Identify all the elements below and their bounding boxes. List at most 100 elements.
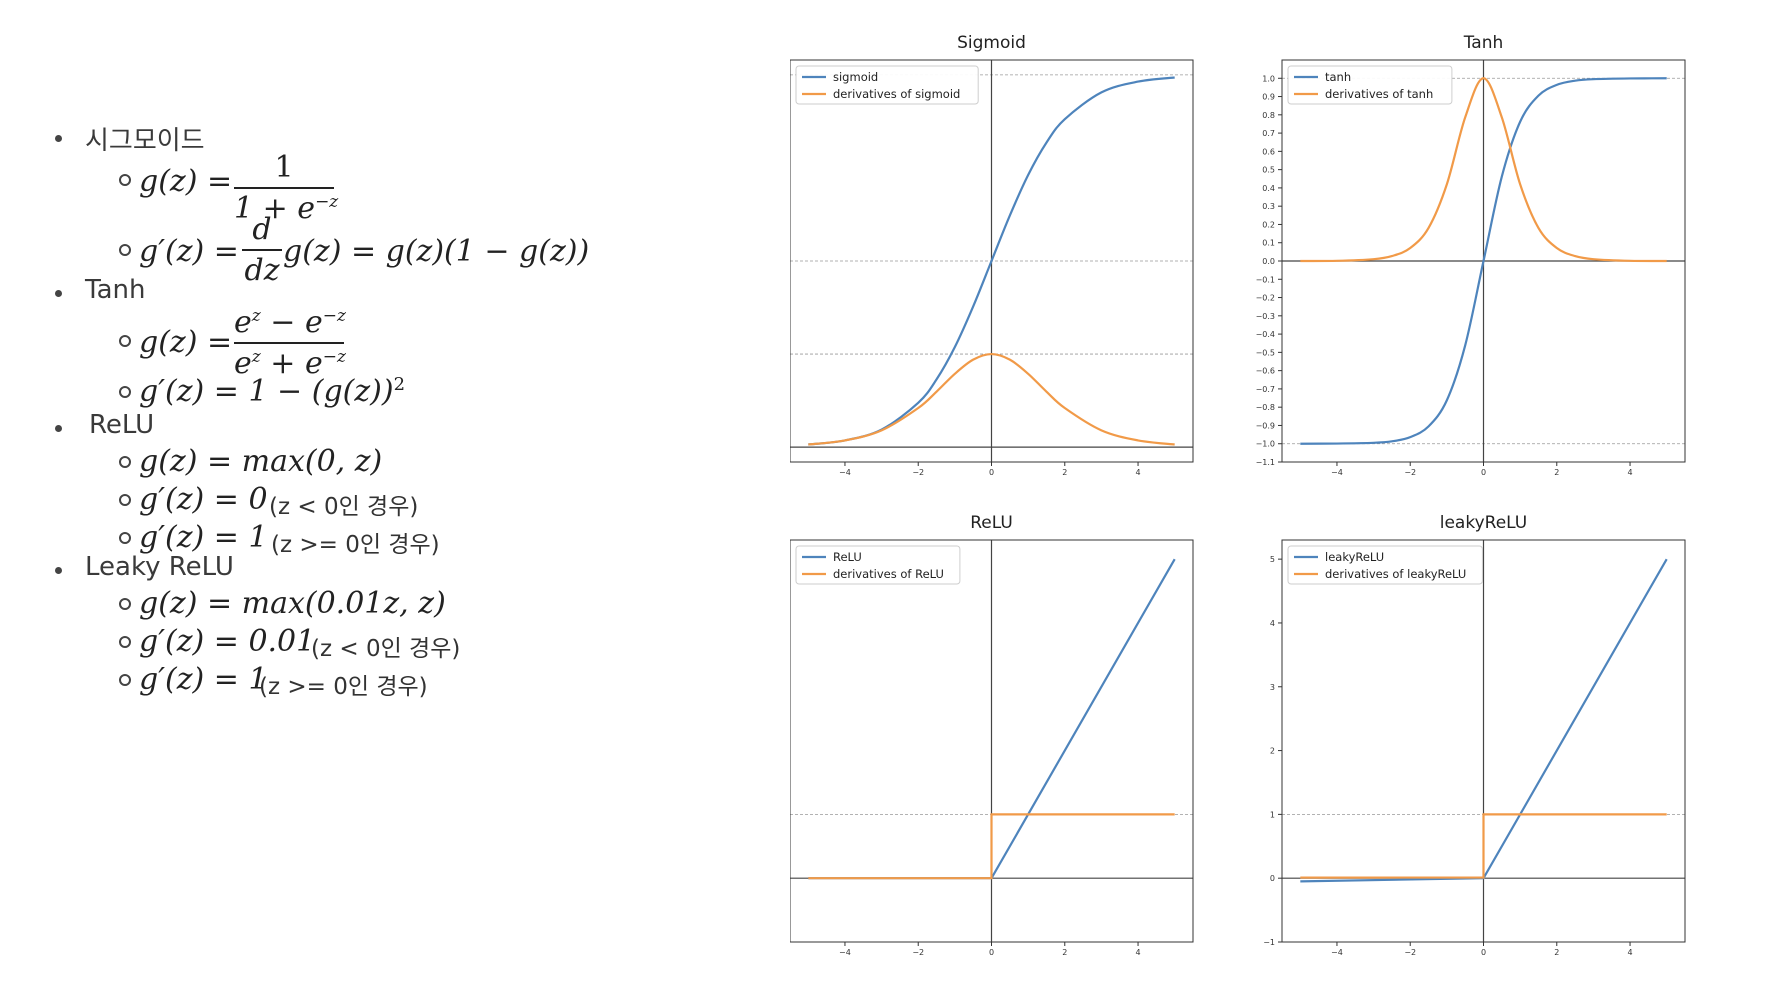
legend-box [1287, 545, 1483, 585]
sub-bullet-ring [119, 456, 131, 468]
tanh-f-lhs: g(z) = [139, 325, 233, 360]
chart-sigmoid: Sigmoid−4−20240.000.250.500.751.00sigmoi… [790, 33, 1194, 477]
y-tick-label: −1.0 [1256, 440, 1275, 449]
sub-bullet-ring [119, 636, 131, 648]
x-tick-label: −4 [839, 468, 851, 477]
series-line-tanh [1300, 77, 1667, 445]
y-tick-label: 0.6 [1262, 147, 1275, 156]
chart-leakyrelu: leakyReLU −4 −2 0 2 4 −1 0 1 2 3 4 5 leakyReLU derivat… [1263, 513, 1686, 957]
sub-bullet-ring [119, 532, 131, 544]
series-line-derivatives-of-relu [808, 813, 1175, 880]
x-tick-label: 4 [1135, 468, 1140, 477]
sigmoid-df-numerator: d [252, 212, 272, 247]
sigmoid-fraction: 1 1 + e−z [234, 150, 338, 226]
legend-label: derivatives of tanh [1325, 87, 1433, 101]
x-tick-label: 4 [1135, 948, 1140, 957]
chart-legend: sigmoid derivatives of sigmoid [795, 65, 979, 105]
x-tick-label: 4 [1627, 468, 1632, 477]
bullet-dot [55, 425, 62, 432]
y-tick-label: −1 [1263, 938, 1275, 947]
legend-label: derivatives of ReLU [833, 567, 944, 581]
sigmoid-dz-fraction: d dz [242, 212, 282, 288]
x-tick-label: 0 [989, 948, 994, 957]
sub-bullet-ring [119, 174, 131, 186]
tanh-den-b: + e [260, 346, 323, 381]
x-tick-label: 2 [1554, 468, 1559, 477]
x-tick-label: −2 [912, 948, 924, 957]
x-tick-label: −2 [1404, 468, 1416, 477]
y-tick-label: 5 [1270, 555, 1275, 564]
y-tick-label: −0.1 [1256, 275, 1275, 284]
tanh-label: Tanh [85, 275, 146, 305]
sub-bullet-ring [119, 244, 131, 256]
y-tick-label: −0.5 [1256, 348, 1275, 357]
y-tick-label: −1.1 [1256, 458, 1275, 467]
y-tick-label: −0.2 [1256, 294, 1275, 303]
legend-box [795, 545, 961, 585]
x-tick-label: −2 [912, 468, 924, 477]
y-tick-label: 0.1 [1262, 239, 1275, 248]
relu-df1-note: (z < 0인 경우) [269, 494, 419, 520]
sigmoid-df-rhs: g(z) = g(z)(1 − g(z)) [283, 234, 590, 269]
leaky-df2-note: (z >= 0인 경우) [259, 674, 428, 700]
sigmoid-label: 시그모이드 [85, 126, 205, 156]
series-line-derivatives-of-tanh [1300, 77, 1667, 263]
chart-legend: tanh derivatives of tanh [1287, 65, 1453, 105]
chart-tanh: Tanh −4 −2 0 2 4 −1.1 −1.0 −0.9 −0.8 −0.7 −0.6 −0.5 −… [1256, 33, 1686, 477]
leaky-df2: g′(z) = 1 [139, 662, 268, 697]
x-tick-label: 0 [1481, 468, 1486, 477]
tanh-df-exp: 2 [393, 374, 406, 395]
sub-bullet-ring [119, 598, 131, 610]
tanh-den-a-exp: z [251, 347, 261, 367]
y-tick-label: −0.7 [1256, 385, 1275, 394]
relu-f: g(z) = max(0, z) [139, 444, 383, 479]
series-line-sigmoid [808, 76, 1175, 446]
leaky-df1-note: (z < 0인 경우) [311, 636, 461, 662]
sigmoid-df-lhs: g′(z) = [139, 234, 239, 269]
y-tick-label: 1 [1270, 810, 1275, 819]
y-tick-label: −0.6 [1256, 367, 1275, 376]
series-line-derivatives-of-sigmoid [808, 352, 1175, 446]
x-tick-label: 2 [1554, 948, 1559, 957]
x-tick-label: −4 [1331, 948, 1343, 957]
y-tick-label: 1.0 [1262, 74, 1275, 83]
y-tick-label: 0.7 [1262, 129, 1275, 138]
y-tick-label: −0.3 [1256, 312, 1275, 321]
x-tick-label: 2 [1062, 468, 1067, 477]
relu-df2: g′(z) = 1 [139, 520, 268, 555]
y-tick-label: 3 [1270, 683, 1275, 692]
y-tick-label: 0.8 [1262, 111, 1275, 120]
fraction-bar [234, 187, 334, 189]
bullet-dot [55, 567, 62, 574]
y-tick-label: −0.9 [1256, 421, 1275, 430]
sigmoid-f-den-exponent: −z [315, 192, 339, 212]
tanh-num-b-exp: −z [322, 306, 346, 326]
fraction-bar [234, 342, 344, 344]
chart-title: Sigmoid [957, 33, 1026, 53]
x-tick-label: 0 [989, 468, 994, 477]
x-tick-label: −2 [1404, 948, 1416, 957]
leaky-df1: g′(z) = 0.01 [139, 624, 316, 659]
sigmoid-f-lhs: g(z) = [139, 164, 233, 199]
legend-label: derivatives of sigmoid [833, 87, 960, 101]
y-tick-label: −0.4 [1256, 330, 1275, 339]
x-tick-label: 0 [1481, 948, 1486, 957]
relu-df1: g′(z) = 0 [139, 482, 268, 517]
tanh-den-a: e [234, 346, 252, 381]
tanh-den-b-exp: −z [322, 347, 346, 367]
legend-box [1287, 65, 1453, 105]
legend-label: derivatives of leakyReLU [1325, 567, 1466, 581]
y-tick-label: 2 [1270, 747, 1275, 756]
x-tick-label: −4 [1331, 468, 1343, 477]
y-tick-label: 0.3 [1262, 202, 1275, 211]
activation-charts-grid: Sigmoid−4−20240.000.250.500.751.00sigmoi… [790, 33, 1686, 957]
y-tick-label: 0 [1270, 874, 1275, 883]
tanh-num-b: − e [260, 305, 323, 340]
legend-label: tanh [1325, 70, 1351, 84]
sigmoid-df-denominator: dz [244, 253, 280, 288]
relu-label: ReLU [89, 410, 155, 440]
legend-label: leakyReLU [1325, 550, 1384, 564]
tanh-num-a: e [234, 305, 252, 340]
chart-title: ReLU [970, 513, 1013, 533]
